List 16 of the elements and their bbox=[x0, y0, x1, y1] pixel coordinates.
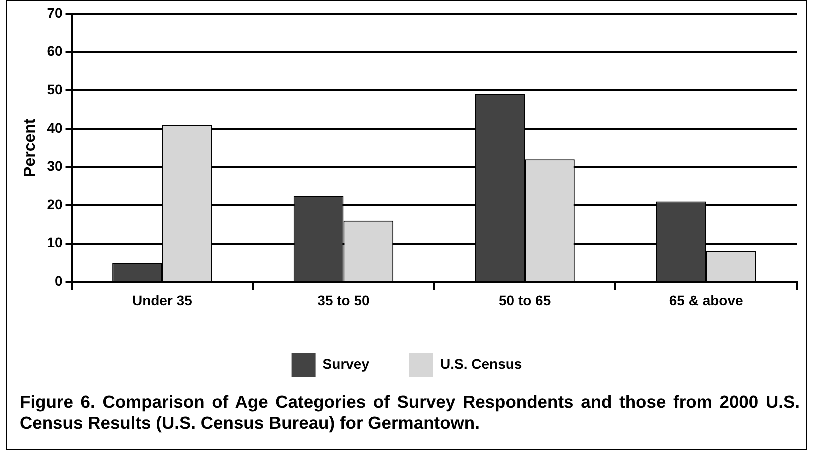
x-tick-label: 50 to 65 bbox=[498, 292, 552, 308]
x-tick-label: Under 35 bbox=[132, 292, 193, 308]
y-tick-label: 70 bbox=[47, 4, 63, 21]
y-tick-label: 30 bbox=[47, 158, 63, 174]
y-axis-title: Percent bbox=[22, 118, 40, 178]
x-tick-label: 65 & above bbox=[669, 292, 744, 308]
legend-label: Survey bbox=[322, 356, 370, 372]
y-tick-label: 50 bbox=[47, 81, 63, 98]
y-tick-label: 60 bbox=[47, 43, 63, 60]
x-tick-label: 35 to 50 bbox=[318, 292, 370, 308]
legend-label: U.S. Census bbox=[440, 356, 522, 372]
y-tick-label: 10 bbox=[47, 234, 63, 251]
y-tick-label: 0 bbox=[54, 273, 63, 290]
y-tick-label: 20 bbox=[47, 196, 63, 212]
caption: Figure 6. Comparison of Age Categories of Survey Respondents and those from 2000 U.S. Census Results (U.S. Census Bureau) for Germantown. bbox=[20, 392, 800, 434]
y-tick-label: 40 bbox=[47, 120, 63, 136]
